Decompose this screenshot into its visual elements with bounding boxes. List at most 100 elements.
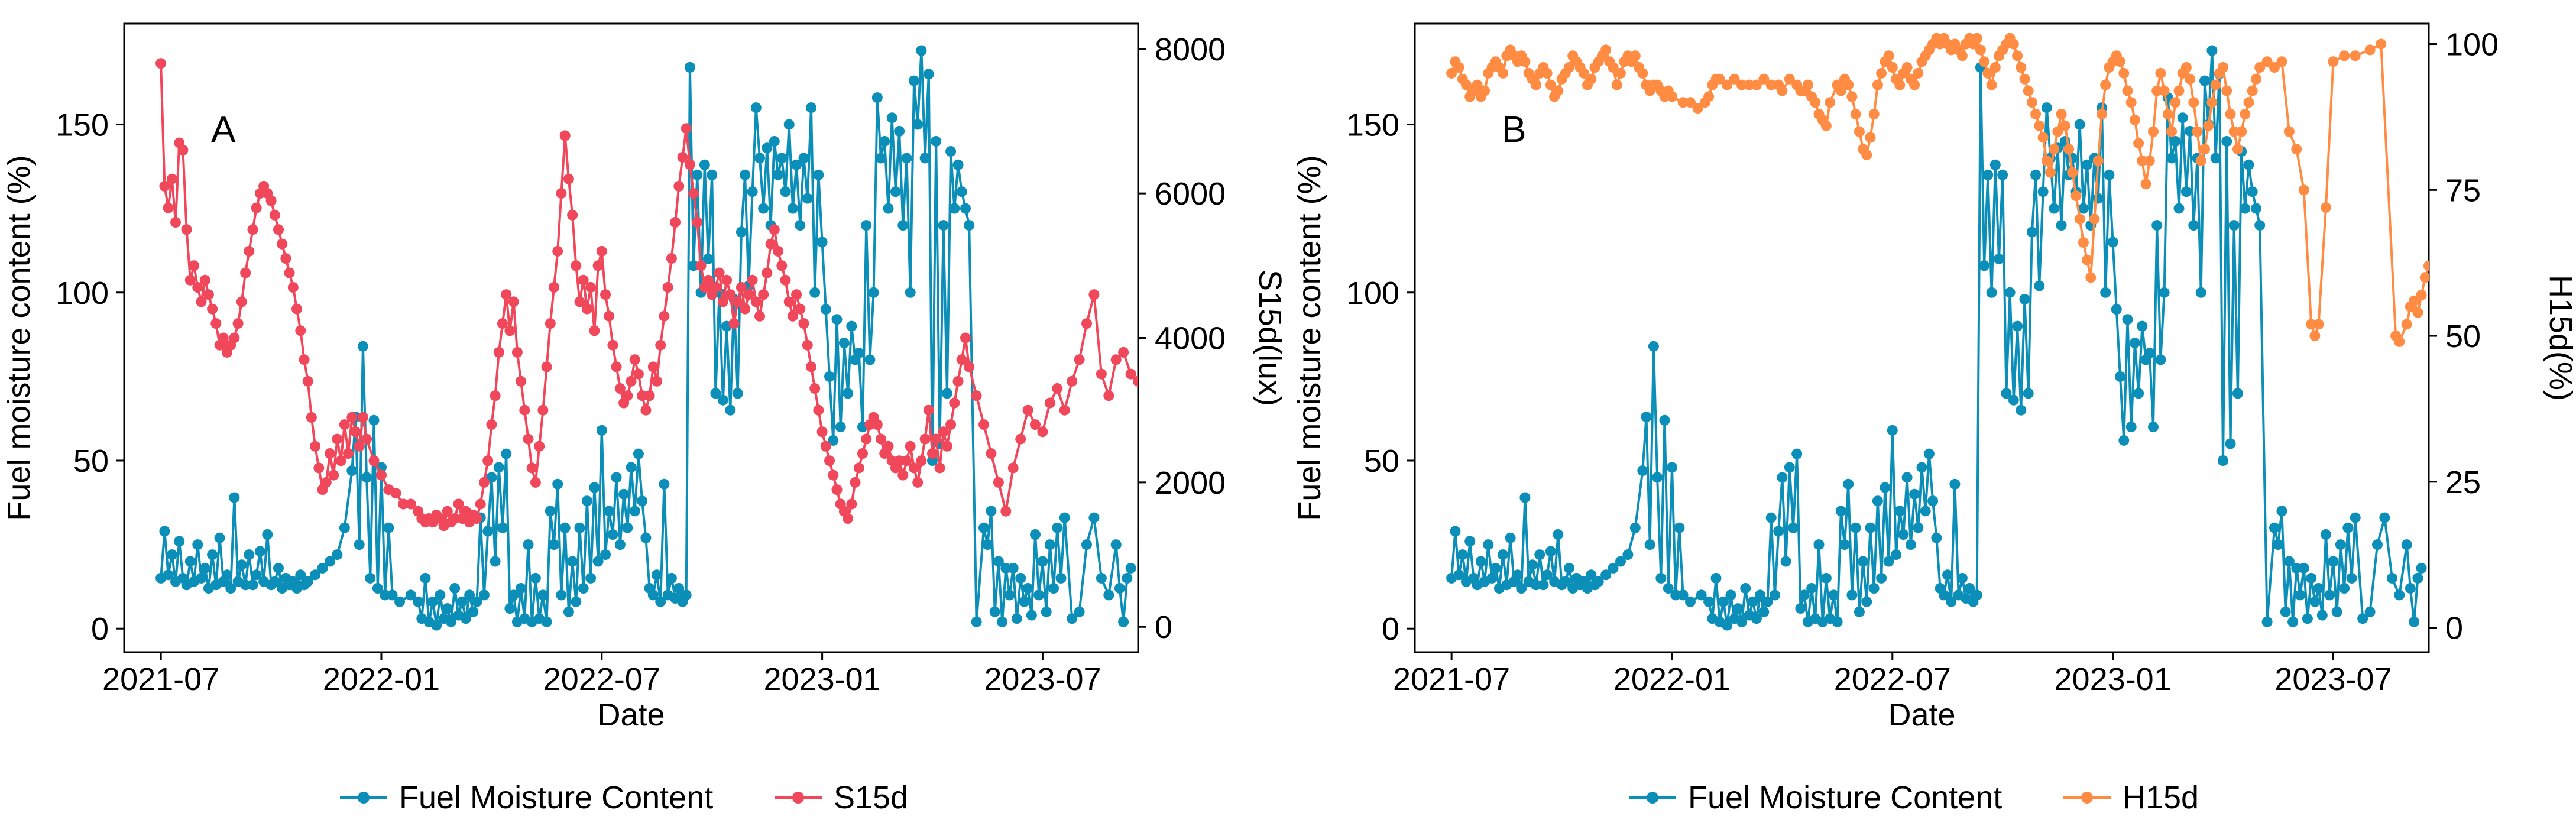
data-point-s15d	[325, 448, 335, 459]
data-point-h15d	[2140, 179, 2151, 190]
data-point-s15d	[633, 368, 644, 380]
data-point-h15d	[2173, 85, 2185, 96]
x-tick-label: 2023-01	[2055, 662, 2172, 697]
data-point-s15d	[1133, 375, 1138, 387]
data-point-s15d	[894, 455, 905, 467]
data-point-fuel-moisture	[1780, 556, 1791, 567]
data-point-fuel-moisture	[1843, 478, 1854, 490]
data-point-s15d	[526, 462, 537, 474]
data-point-h15d	[1956, 50, 1968, 61]
data-point-fuel-moisture	[2056, 220, 2067, 231]
data-point-fuel-moisture	[2012, 320, 2023, 332]
data-point-h15d	[1802, 79, 1813, 90]
data-point-fuel-moisture	[1541, 569, 1553, 581]
data-point-h15d	[1971, 33, 1982, 44]
data-point-fuel-moisture	[222, 569, 232, 581]
data-point-fuel-moisture	[802, 193, 813, 204]
data-point-fuel-moisture	[762, 142, 773, 154]
data-point-fuel-moisture	[269, 576, 280, 587]
data-point-fuel-moisture	[931, 136, 942, 147]
data-point-h15d	[1765, 79, 1777, 90]
data-point-h15d	[1692, 103, 1703, 114]
data-point-s15d	[769, 224, 780, 235]
data-point-s15d	[828, 469, 839, 481]
data-point-fuel-moisture	[703, 253, 714, 264]
data-point-fuel-moisture	[456, 596, 468, 607]
data-point-fuel-moisture	[2394, 589, 2405, 601]
data-point-fuel-moisture	[740, 169, 751, 180]
data-point-s15d	[1059, 404, 1070, 416]
data-point-fuel-moisture	[824, 371, 835, 382]
data-point-s15d	[398, 498, 409, 510]
data-point-h15d	[1883, 50, 1894, 61]
data-point-fuel-moisture	[2155, 354, 2166, 365]
data-point-h15d	[1714, 73, 1725, 85]
data-point-s15d	[629, 354, 640, 365]
data-point-fuel-moisture	[1037, 556, 1048, 567]
data-point-fuel-moisture	[1758, 606, 1770, 617]
data-point-fuel-moisture	[578, 583, 589, 594]
data-point-fuel-moisture	[828, 435, 839, 446]
data-point-s15d	[986, 448, 997, 459]
data-point-s15d	[978, 419, 989, 430]
data-point-fuel-moisture	[1946, 596, 1957, 607]
data-point-h15d	[2166, 126, 2177, 137]
data-point-fuel-moisture	[420, 572, 431, 584]
data-point-fuel-moisture	[1564, 562, 1574, 574]
data-point-h15d	[1685, 97, 1696, 108]
data-point-h15d	[2133, 138, 2144, 149]
data-point-fuel-moisture	[1659, 414, 1670, 426]
data-point-h15d	[2221, 85, 2232, 96]
data-point-s15d	[486, 419, 497, 430]
data-point-fuel-moisture	[1865, 522, 1876, 533]
data-point-s15d	[673, 180, 685, 192]
data-point-fuel-moisture	[464, 589, 475, 601]
data-point-s15d	[376, 469, 387, 481]
data-point-fuel-moisture	[1788, 522, 1799, 533]
data-point-fuel-moisture	[2379, 512, 2390, 523]
data-point-fuel-moisture	[1652, 472, 1663, 483]
data-point-fuel-moisture	[2115, 371, 2125, 382]
data-point-fuel-moisture	[773, 169, 784, 180]
data-point-s15d	[652, 375, 662, 387]
data-point-s15d	[941, 440, 952, 452]
data-point-fuel-moisture	[508, 589, 519, 601]
data-point-h15d	[2155, 67, 2166, 79]
data-point-s15d	[504, 325, 516, 336]
data-point-fuel-moisture	[2004, 287, 2016, 298]
data-point-s15d	[497, 318, 508, 329]
data-point-s15d	[210, 318, 222, 329]
data-point-fuel-moisture	[949, 203, 960, 214]
data-point-fuel-moisture	[611, 472, 622, 483]
y-left-tick-label: 150	[56, 108, 109, 143]
data-point-fuel-moisture	[2026, 226, 2037, 238]
data-point-h15d	[2423, 260, 2429, 271]
data-point-s15d	[453, 498, 464, 510]
data-point-fuel-moisture	[725, 404, 736, 416]
data-point-s15d	[592, 260, 604, 271]
data-point-fuel-moisture	[2173, 203, 2185, 214]
data-point-fuel-moisture	[809, 287, 821, 298]
y-left-tick-label: 0	[1382, 611, 1399, 647]
data-point-fuel-moisture	[2273, 539, 2284, 550]
data-point-s15d	[585, 282, 597, 293]
data-point-s15d	[302, 375, 313, 387]
data-point-fuel-moisture	[2107, 237, 2118, 248]
data-point-h15d	[2078, 237, 2089, 248]
data-point-h15d	[1850, 109, 1861, 119]
data-point-fuel-moisture	[361, 472, 372, 483]
data-point-fuel-moisture	[916, 45, 927, 56]
data-point-fuel-moisture	[1019, 596, 1030, 607]
data-point-fuel-moisture	[1067, 613, 1078, 624]
data-point-s15d	[876, 433, 886, 445]
data-point-fuel-moisture	[2401, 539, 2412, 550]
data-point-h15d	[2291, 144, 2302, 155]
data-point-fuel-moisture	[754, 153, 765, 164]
data-point-fuel-moisture	[1667, 462, 1677, 473]
data-point-fuel-moisture	[2133, 388, 2144, 399]
data-point-fuel-moisture	[497, 522, 508, 533]
data-point-s15d	[574, 296, 585, 307]
data-point-fuel-moisture	[1854, 606, 1865, 617]
data-point-s15d	[923, 404, 934, 416]
x-tick-label: 2022-07	[543, 662, 660, 697]
